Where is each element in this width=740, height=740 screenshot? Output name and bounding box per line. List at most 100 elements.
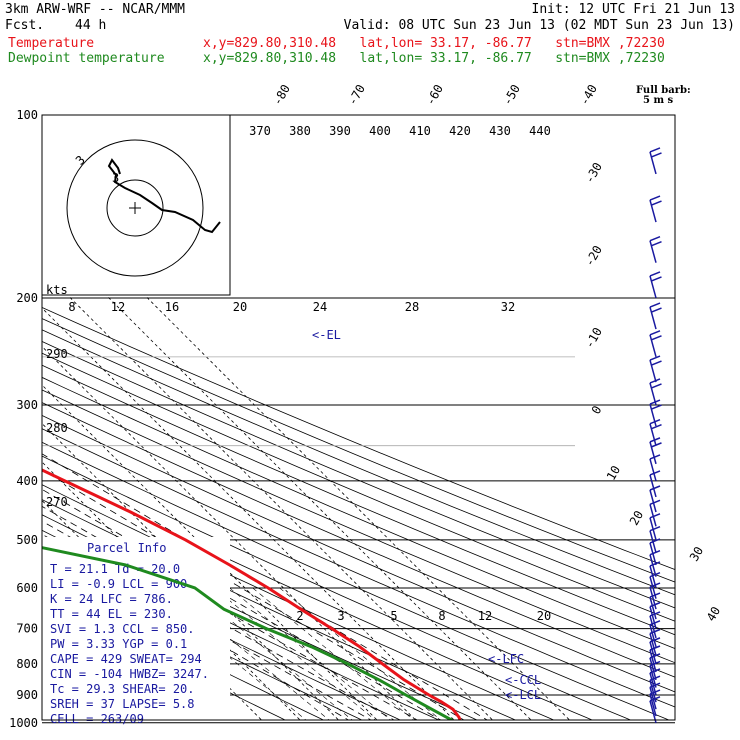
- hodograph-speed-tick: 24: [313, 300, 327, 314]
- wind-barb: [649, 355, 662, 383]
- mixing-ratio-label: 5: [390, 609, 397, 623]
- dry-adiabat: [42, 376, 675, 649]
- dewpoint-legend: Dewpoint temperature: [8, 51, 165, 66]
- wind-barb: [649, 147, 662, 175]
- barb-scale-unit: 5 m s: [643, 95, 674, 106]
- svg-text:3: 3: [112, 171, 119, 185]
- mixing-ratio-line: [229, 587, 392, 720]
- isotherm: [42, 230, 532, 720]
- temperature-tick: -50: [500, 82, 523, 108]
- isotherm: [42, 307, 455, 720]
- pressure-label-1000: 1000: [9, 716, 38, 730]
- dry-adiabat: [42, 318, 675, 583]
- pressure-label-600: 600: [16, 581, 38, 595]
- level-marker: <-LFC: [488, 652, 524, 666]
- dry-adiabat: [42, 329, 675, 596]
- pressure-label-100: 100: [16, 108, 38, 122]
- wind-barb: [649, 682, 661, 710]
- hodograph-speed-tick: 8: [68, 300, 75, 314]
- wind-barb: [649, 628, 661, 656]
- theta-label: 430: [489, 124, 511, 138]
- dry-adiabat: [42, 341, 675, 609]
- wind-barb: [649, 470, 661, 498]
- wind-barb: [649, 454, 661, 482]
- dewpoint-line: [42, 546, 455, 720]
- parcel-info-row: K = 24 LFC = 786.: [50, 592, 173, 606]
- dry-adiabat: [42, 415, 675, 693]
- pressure-label-300: 300: [16, 398, 38, 412]
- hodograph-speed-tick: 12: [111, 300, 125, 314]
- temperature-tick: 30: [687, 544, 706, 564]
- hodograph-speed-tick: 20: [233, 300, 247, 314]
- isotherm: [0, 115, 38, 728]
- parcel-info-row: SVI = 1.3 CCL = 850.: [50, 622, 195, 636]
- mixing-ratio-line: [213, 587, 376, 720]
- theta-label: 380: [289, 124, 311, 138]
- dewpoint-location: x,y=829.80,310.48 lat,lon= 33.17, -86.77…: [203, 51, 665, 66]
- parcel-info-title: Parcel Info: [87, 541, 166, 555]
- theta-label: 370: [249, 124, 271, 138]
- wind-barb: [649, 696, 661, 723]
- parcel-info-row: CELL = 263/09: [50, 712, 144, 726]
- dry-adiabat: [42, 389, 675, 664]
- level-marker: <-EL: [312, 328, 341, 342]
- mixing-ratio-label: 3: [337, 609, 344, 623]
- dry-adiabat: [42, 364, 675, 636]
- temperature-tick: -30: [582, 160, 605, 186]
- isotherm: [42, 345, 417, 720]
- temperature-location: x,y=829.80,310.48 lat,lon= 33.17, -86.77…: [203, 36, 665, 51]
- temperature-tick: 40: [704, 604, 723, 624]
- hodograph-speed-tick: 32: [501, 300, 515, 314]
- wind-barb: [649, 271, 662, 299]
- parcel-info-row: PW = 3.33 YGP = 0.1: [50, 637, 187, 651]
- wind-barb: [649, 330, 662, 358]
- temperature-tick: 10: [604, 463, 623, 483]
- temperature-tick: -70: [345, 82, 368, 108]
- pressure-label-400: 400: [16, 474, 38, 488]
- mixing-ratio-label: 2: [296, 609, 303, 623]
- temperature-tick: -60: [423, 82, 446, 108]
- hodograph: 3 3 kts: [41, 114, 231, 297]
- parcel-info-row: Tc = 29.3 SHEAR= 20.: [50, 682, 195, 696]
- wind-barb: [649, 418, 662, 446]
- wind-barb: [649, 236, 662, 263]
- valid-time: Valid: 08 UTC Sun 23 Jun 13 (02 MDT Sun …: [343, 18, 735, 33]
- wind-barb: [649, 620, 661, 648]
- hodograph-trace: [107, 158, 221, 234]
- temperature-tick: -10: [582, 325, 605, 351]
- dry-adiabat: [42, 352, 675, 622]
- wind-barb: [649, 195, 662, 223]
- wind-barb: [649, 637, 661, 665]
- wind-barb: [649, 653, 661, 681]
- temperature-tick: -80: [270, 82, 293, 108]
- pressure-label-700: 700: [16, 622, 38, 636]
- parcel-info-row: TT = 44 EL = 230.: [50, 607, 173, 621]
- level-marker: <-CCL: [505, 673, 541, 687]
- dry-adiabat: [42, 441, 670, 720]
- parcel-info-row: SREH = 37 LAPSE= 5.8: [50, 697, 195, 711]
- pressure-label-200: 200: [16, 291, 38, 305]
- parcel-info-row: CAPE = 429 SWEAT= 294: [50, 652, 202, 666]
- hodograph-speed-tick: 28: [405, 300, 419, 314]
- theta-label: 440: [529, 124, 551, 138]
- level-marker: <-LCL: [505, 688, 541, 702]
- wind-barb: [649, 645, 661, 673]
- wind-barb: [649, 660, 661, 688]
- temperature-tick: -40: [577, 82, 600, 108]
- theta-label: 390: [329, 124, 351, 138]
- wind-barb: [649, 689, 661, 717]
- theta-label-left: 270: [46, 495, 68, 509]
- barb-scale-title: Full barb:: [636, 85, 691, 96]
- wind-barb: [649, 437, 662, 465]
- parcel-info-row: CIN = -104 HWBZ= 3247.: [50, 667, 209, 681]
- mixing-ratio-label: 20: [537, 609, 551, 623]
- temperature-legend: Temperature: [8, 36, 95, 51]
- wind-barb: [649, 499, 661, 527]
- theta-label: 400: [369, 124, 391, 138]
- dry-adiabat: [42, 402, 675, 678]
- theta-label-left: 280: [46, 421, 68, 435]
- theta-label-left: 290: [46, 347, 68, 361]
- dry-adiabat: [42, 428, 675, 708]
- temperature-line: [42, 468, 462, 720]
